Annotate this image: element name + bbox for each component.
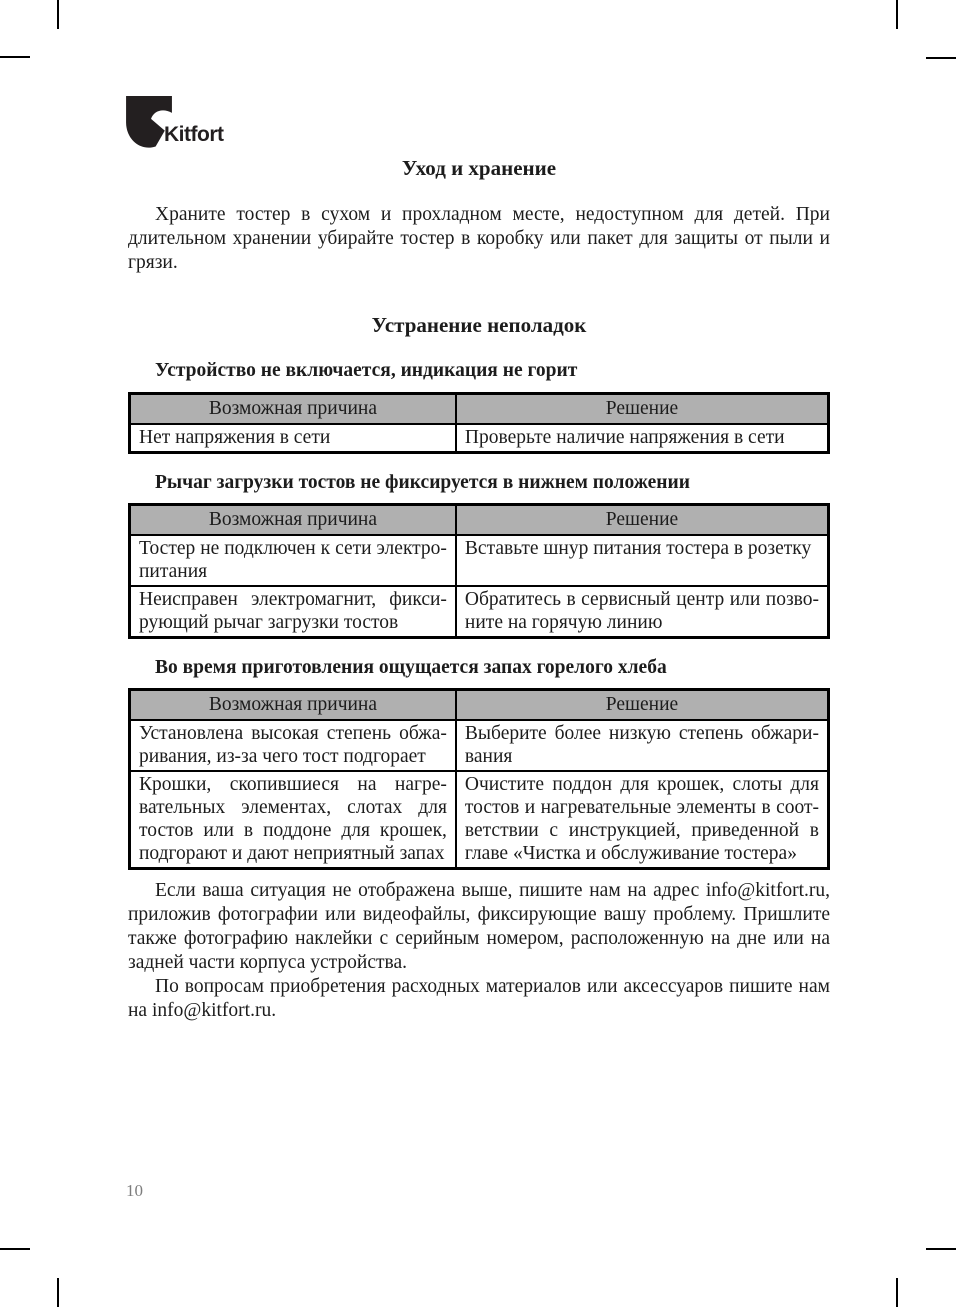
page-number: 10 bbox=[126, 1181, 143, 1200]
solution-cell: Выберите более низкую степень обжари­ван… bbox=[454, 719, 830, 772]
care-paragraph: Храните тостер в сухом и прохладном мест… bbox=[128, 204, 830, 273]
crop-mark-bottom-right-vertical bbox=[896, 1278, 898, 1307]
care-section-title: Уход и хранение bbox=[401, 156, 557, 180]
purchase-paragraph: По вопросам приобретения расходных матер… bbox=[128, 976, 830, 1021]
solution-cell: Обратитесь в сервисный центр или позво­н… bbox=[454, 585, 830, 639]
kitfort-logo-icon bbox=[126, 96, 172, 148]
crop-mark-top-left-vertical bbox=[57, 0, 59, 29]
column-header-cause: Возможная причина bbox=[128, 392, 457, 425]
column-header-solution: Решение bbox=[454, 688, 830, 721]
table-row: Нет напряжения в сети Проверьте наличие … bbox=[128, 423, 830, 454]
kitfort-logo: Kitfort bbox=[126, 96, 246, 150]
crop-mark-top-left-horizontal bbox=[0, 56, 30, 58]
table-header-row: Возможная причина Решение bbox=[128, 688, 830, 721]
troubleshooting-table-smell: Возможная причина Решение Установлена вы… bbox=[128, 688, 830, 870]
solution-cell: Очистите поддон для крошек, слоты для то… bbox=[454, 770, 830, 870]
crop-mark-bottom-left-vertical bbox=[57, 1278, 59, 1307]
kitfort-logo-text: Kitfort bbox=[164, 123, 224, 146]
crop-mark-bottom-left-horizontal bbox=[0, 1248, 30, 1250]
solution-cell: Проверьте наличие напряжения в сети bbox=[454, 423, 830, 454]
page-content: Уход и хранение Храните тостер в сухом и… bbox=[128, 0, 830, 1023]
table-row: Неисправен электромагнит, фикси­рующий р… bbox=[128, 585, 830, 639]
crop-mark-bottom-right-horizontal bbox=[926, 1248, 956, 1250]
troubleshooting-section-title: Устранение неполадок bbox=[371, 313, 587, 337]
solution-cell: Вставьте шнур питания тостера в розетку bbox=[454, 534, 830, 587]
cause-cell: Установлена высокая степень обжа­ривания… bbox=[128, 719, 457, 772]
table-row: Установлена высокая степень обжа­ривания… bbox=[128, 719, 830, 772]
issue-heading-power: Устройство не включается, индикация не г… bbox=[155, 360, 578, 381]
crop-mark-top-right-horizontal bbox=[926, 57, 956, 59]
column-header-solution: Решение bbox=[454, 392, 830, 425]
cause-cell: Тостер не подключен к сети электро­питан… bbox=[128, 534, 457, 587]
column-header-solution: Решение bbox=[454, 503, 830, 536]
table-row: Крошки, скопившиеся на нагре­вательных э… bbox=[128, 770, 830, 870]
troubleshooting-table-lever: Возможная причина Решение Тостер не подк… bbox=[128, 503, 830, 639]
crop-mark-top-right-vertical bbox=[896, 0, 898, 29]
table-header-row: Возможная причина Решение bbox=[128, 503, 830, 536]
table-row: Тостер не подключен к сети электро­питан… bbox=[128, 534, 830, 587]
cause-cell: Неисправен электромагнит, фикси­рующий р… bbox=[128, 585, 457, 639]
cause-cell: Крошки, скопившиеся на нагре­вательных э… bbox=[128, 770, 457, 870]
cause-cell: Нет напряжения в сети bbox=[128, 423, 457, 454]
table-header-row: Возможная причина Решение bbox=[128, 392, 830, 425]
column-header-cause: Возможная причина bbox=[128, 503, 457, 536]
issue-heading-smell: Во время приготовления ощущается запах г… bbox=[155, 657, 667, 678]
contact-paragraph: Если ваша ситуация не отображена выше, п… bbox=[128, 880, 830, 973]
column-header-cause: Возможная причина bbox=[128, 688, 457, 721]
issue-heading-lever: Рычаг загрузки тостов не фиксируется в н… bbox=[155, 472, 690, 493]
troubleshooting-table-power: Возможная причина Решение Нет напряжения… bbox=[128, 392, 830, 454]
